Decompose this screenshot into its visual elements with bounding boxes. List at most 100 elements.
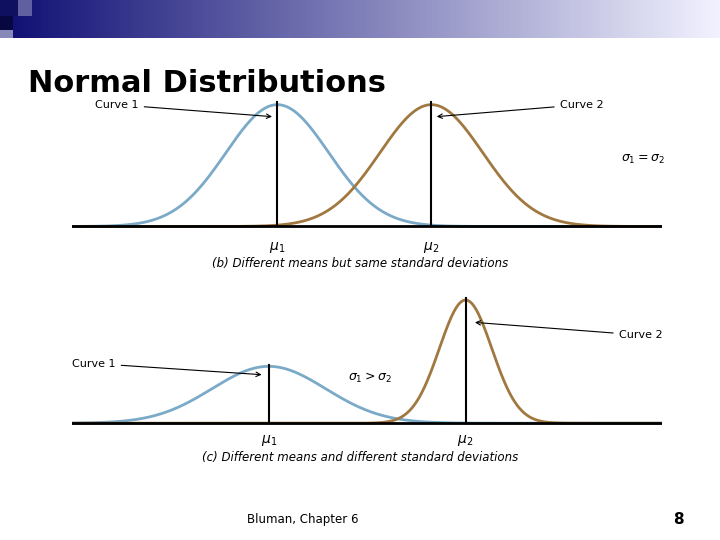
Bar (718, 0, 720, 38)
Bar (72, 0, 74, 38)
Bar (634, 0, 636, 38)
Bar (235, 0, 238, 38)
Bar (243, 0, 245, 38)
Bar (641, 0, 643, 38)
Bar (612, 0, 614, 38)
Bar (446, 0, 449, 38)
Bar (598, 0, 600, 38)
Bar (516, 0, 518, 38)
Text: 8: 8 (673, 511, 684, 526)
Bar (477, 0, 480, 38)
Bar (581, 0, 583, 38)
Bar (312, 0, 315, 38)
Bar (588, 0, 590, 38)
Bar (146, 0, 149, 38)
Bar (684, 0, 686, 38)
Bar (675, 0, 677, 38)
Bar (513, 0, 516, 38)
Bar (382, 0, 384, 38)
Bar (194, 0, 197, 38)
Bar (653, 0, 655, 38)
Bar (120, 0, 122, 38)
Bar (526, 0, 528, 38)
Bar (55, 0, 58, 38)
Bar (353, 0, 355, 38)
Bar (326, 0, 329, 38)
Bar (250, 0, 252, 38)
Bar (189, 0, 192, 38)
Text: $\sigma_1 > \sigma_2$: $\sigma_1 > \sigma_2$ (348, 370, 391, 385)
Bar (531, 0, 533, 38)
Bar (29, 0, 31, 38)
Bar (336, 0, 338, 38)
Bar (180, 0, 182, 38)
Bar (646, 0, 648, 38)
Bar (288, 0, 290, 38)
Bar (315, 0, 317, 38)
Bar (689, 0, 691, 38)
Text: $\mu_1$: $\mu_1$ (269, 240, 286, 255)
Bar (319, 0, 322, 38)
Bar (192, 0, 194, 38)
Bar (509, 0, 511, 38)
Bar (593, 0, 595, 38)
Bar (266, 0, 269, 38)
Bar (269, 0, 271, 38)
Text: (b) Different means but same standard deviations: (b) Different means but same standard de… (212, 256, 508, 269)
Bar (521, 0, 523, 38)
Bar (207, 0, 209, 38)
Bar (259, 0, 261, 38)
Bar (401, 0, 403, 38)
Bar (567, 0, 569, 38)
Bar (502, 0, 504, 38)
Bar (218, 0, 221, 38)
Bar (45, 0, 48, 38)
Bar (333, 0, 336, 38)
Bar (22, 0, 24, 38)
Bar (247, 0, 250, 38)
Bar (67, 0, 70, 38)
Bar (142, 0, 144, 38)
Bar (377, 0, 379, 38)
Bar (94, 0, 96, 38)
Bar (261, 0, 264, 38)
Bar (331, 0, 333, 38)
Bar (480, 0, 482, 38)
Bar (225, 0, 228, 38)
Bar (214, 0, 216, 38)
Bar (70, 0, 72, 38)
Bar (413, 0, 415, 38)
Bar (5, 0, 7, 38)
Bar (173, 0, 175, 38)
Bar (475, 0, 477, 38)
Bar (662, 0, 665, 38)
Bar (540, 0, 542, 38)
Bar (511, 0, 513, 38)
Bar (223, 0, 225, 38)
Bar (391, 0, 394, 38)
Bar (202, 0, 204, 38)
Bar (569, 0, 571, 38)
Bar (490, 0, 492, 38)
Bar (135, 0, 137, 38)
Bar (254, 0, 257, 38)
Bar (113, 0, 115, 38)
Bar (554, 0, 557, 38)
Bar (187, 0, 189, 38)
Bar (7, 0, 9, 38)
Bar (24, 0, 27, 38)
Bar (130, 0, 132, 38)
Bar (274, 0, 276, 38)
Bar (610, 0, 612, 38)
Bar (127, 0, 130, 38)
Bar (144, 0, 146, 38)
Bar (178, 0, 180, 38)
Bar (545, 0, 547, 38)
Bar (43, 0, 45, 38)
Bar (58, 0, 60, 38)
Bar (125, 0, 127, 38)
Bar (204, 0, 207, 38)
Bar (434, 0, 437, 38)
Bar (557, 0, 559, 38)
Bar (149, 0, 151, 38)
